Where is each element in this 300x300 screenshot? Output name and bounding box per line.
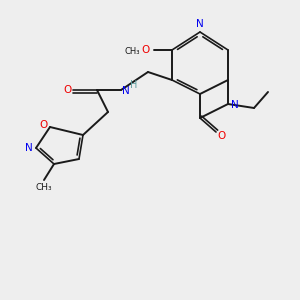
Text: H: H xyxy=(130,80,138,90)
Text: N: N xyxy=(231,100,239,110)
Text: O: O xyxy=(64,85,72,95)
Text: CH₃: CH₃ xyxy=(124,46,140,56)
Text: N: N xyxy=(196,19,204,29)
Text: CH₃: CH₃ xyxy=(36,182,52,191)
Text: O: O xyxy=(39,120,47,130)
Text: N: N xyxy=(25,143,33,153)
Text: N: N xyxy=(122,86,130,96)
Text: O: O xyxy=(218,131,226,141)
Text: O: O xyxy=(142,45,150,55)
